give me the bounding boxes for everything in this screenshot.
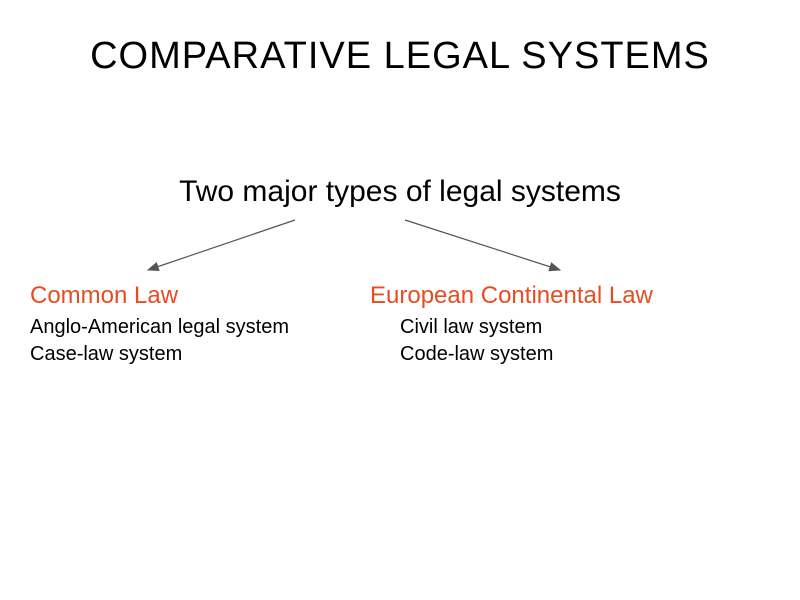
branch-right: European Continental Law Civil law syste… [370, 282, 770, 370]
branch-right-heading: European Continental Law [370, 282, 770, 310]
branch-right-item-1: Code-law system [370, 343, 770, 366]
arrow-left [148, 220, 295, 270]
slide-subtitle: Two major types of legal systems [0, 175, 800, 209]
branch-left-heading: Common Law [30, 282, 370, 310]
slide-title: COMPARATIVE LEGAL SYSTEMS [0, 35, 800, 78]
branching-arrows [0, 215, 800, 285]
branch-left: Common Law Anglo-American legal system C… [30, 282, 370, 370]
arrows-container [0, 215, 800, 285]
arrow-right [405, 220, 560, 270]
branch-right-item-0: Civil law system [370, 316, 770, 339]
branch-left-item-1: Case-law system [30, 343, 370, 366]
branch-left-item-0: Anglo-American legal system [30, 316, 370, 339]
